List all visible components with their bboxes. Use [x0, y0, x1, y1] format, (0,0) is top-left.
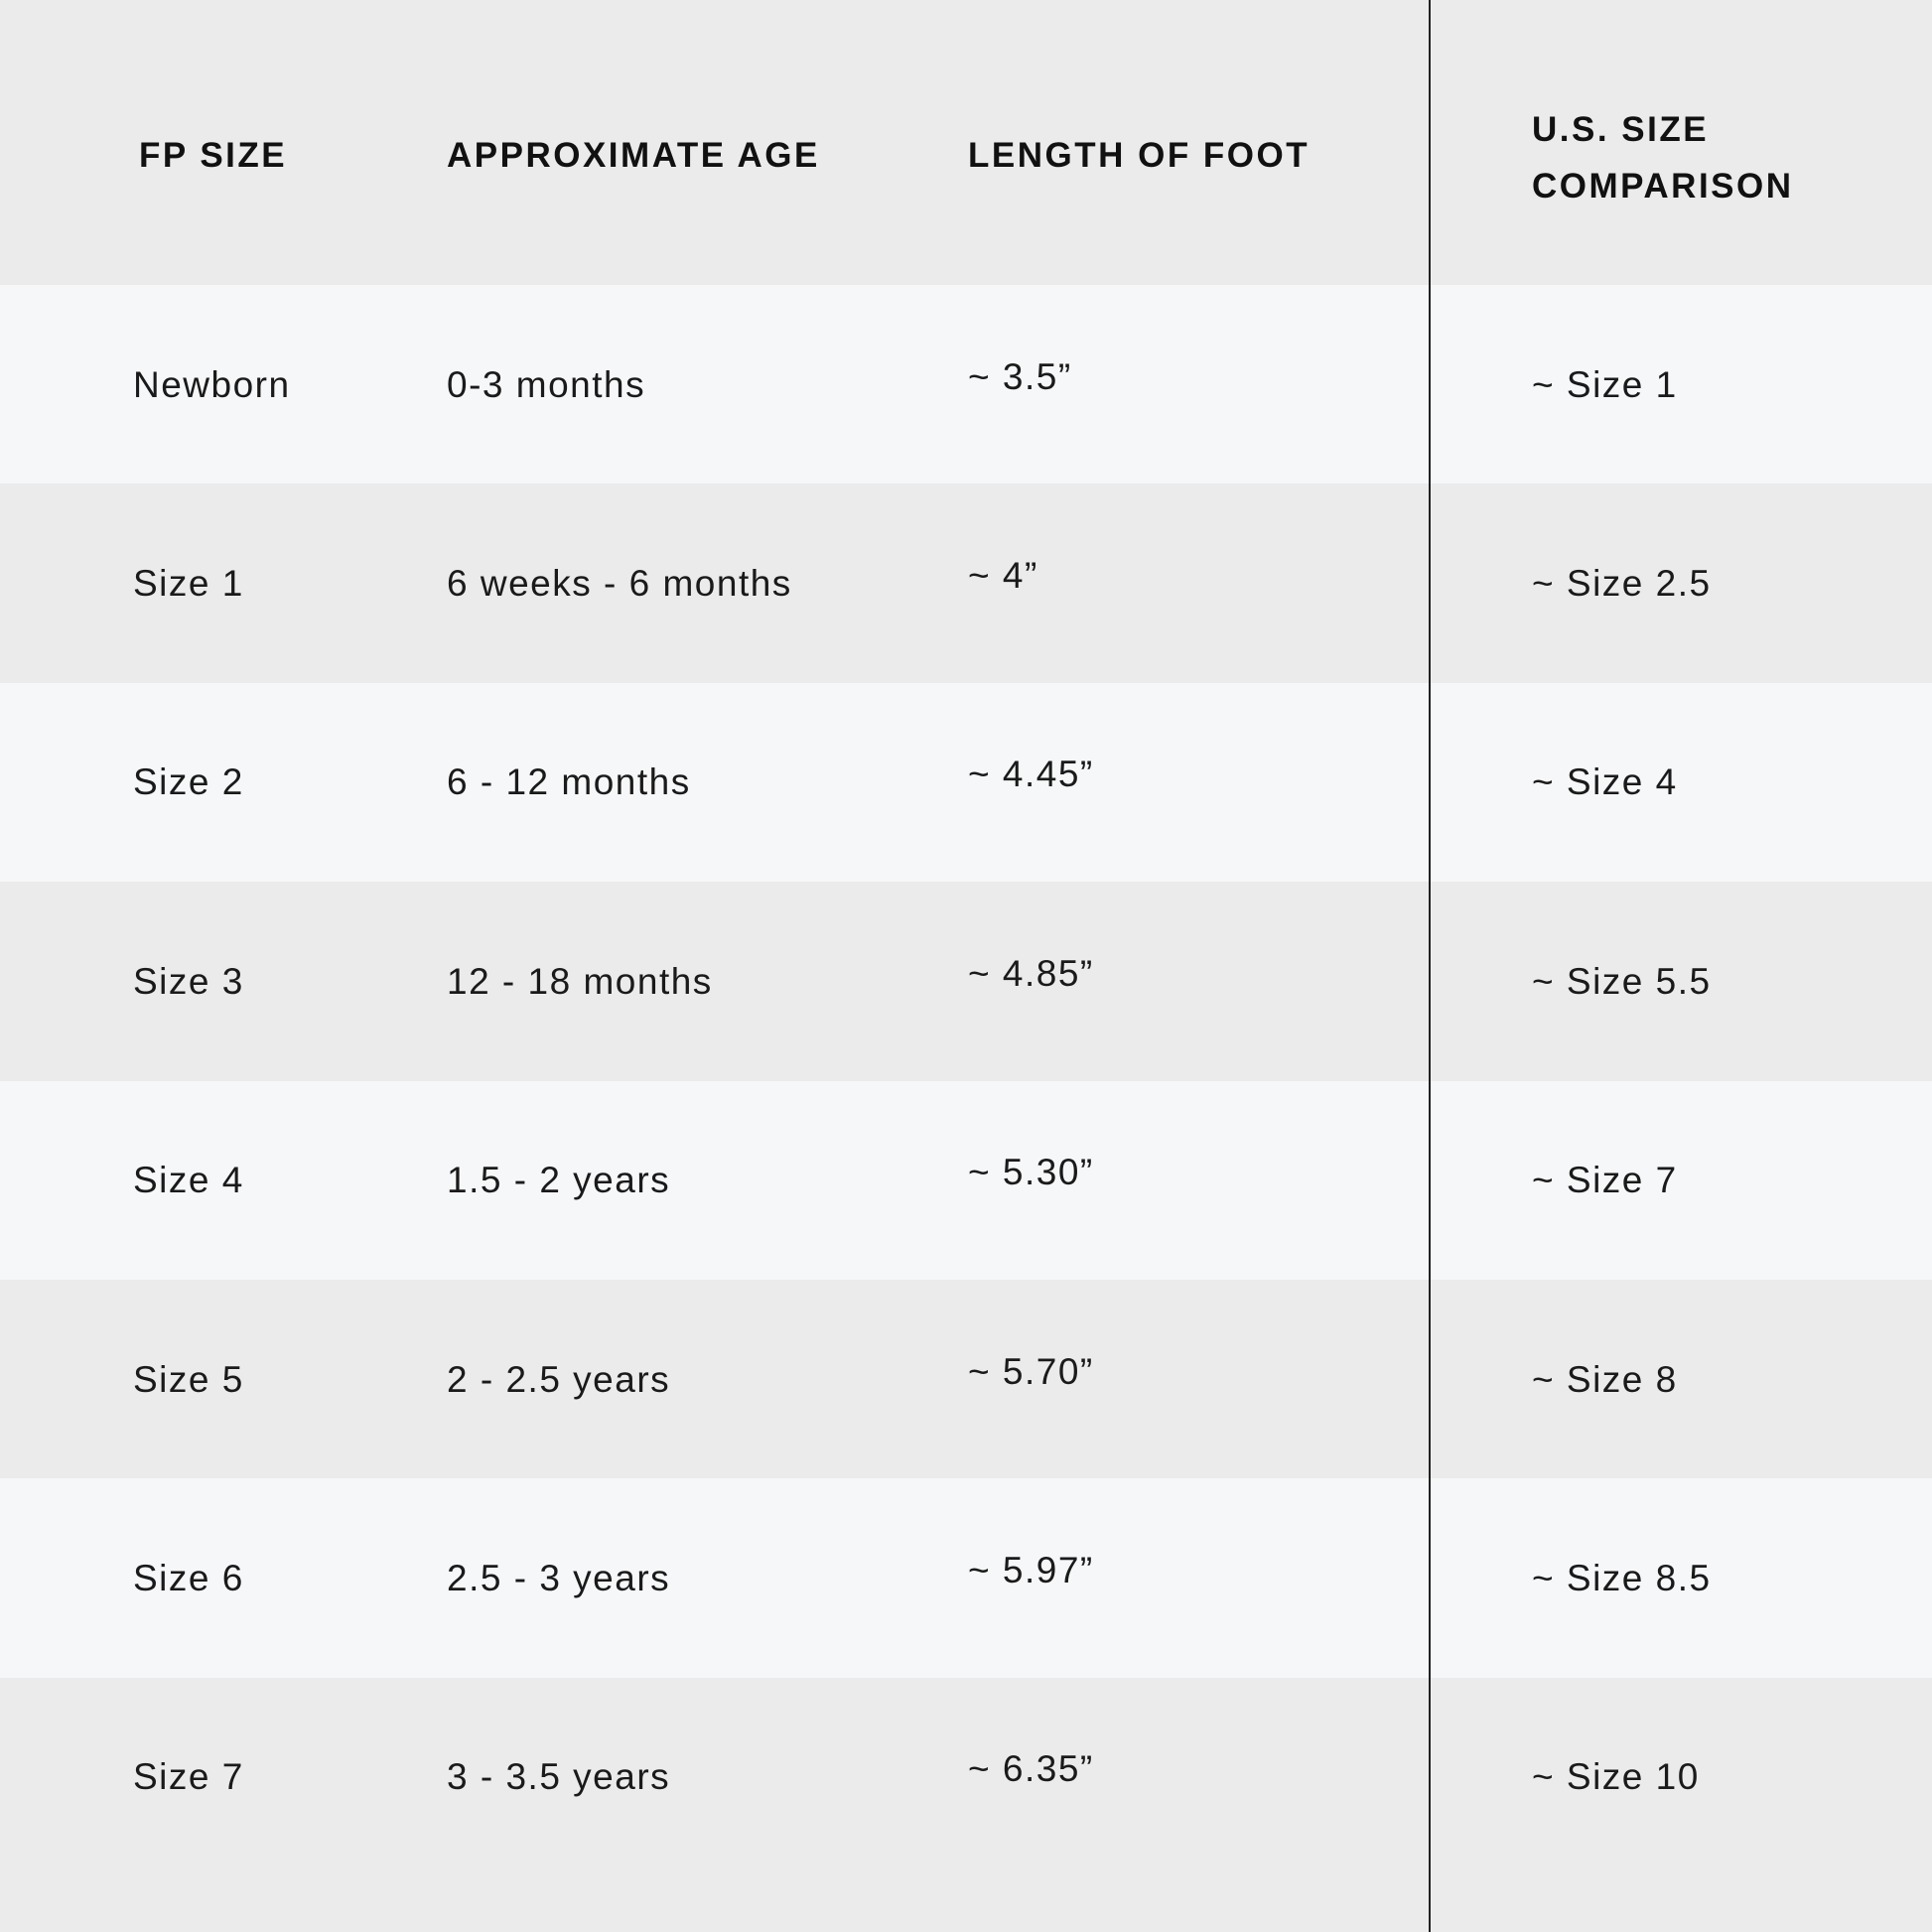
fp-size-cell: Size 4: [133, 1160, 244, 1201]
approximate-age-cell: 3 - 3.5 years: [447, 1756, 671, 1798]
fp-size-cell: Size 3: [133, 960, 244, 1002]
fp-size-cell: Newborn: [133, 363, 291, 405]
approximate-age-cell: 2.5 - 3 years: [447, 1557, 671, 1598]
header-us-size-line2: COMPARISON: [1532, 167, 1794, 206]
table-row: Size 6 2.5 - 3 years ~ 5.97” ~ Size 8.5: [0, 1478, 1932, 1679]
fp-size-cell: Size 1: [133, 562, 244, 604]
fp-size-cell: Size 6: [133, 1557, 244, 1598]
us-size-cell: ~ Size 2.5: [1532, 562, 1712, 604]
approximate-age-cell: 6 - 12 months: [447, 761, 691, 803]
foot-length-cell: ~ 4.45”: [968, 754, 1094, 795]
fp-size-cell: Size 5: [133, 1358, 244, 1400]
foot-length-cell: ~ 6.35”: [968, 1748, 1094, 1790]
foot-length-cell: ~ 5.97”: [968, 1549, 1094, 1590]
header-us-size-line1: U.S. SIZE: [1532, 110, 1710, 149]
fp-size-cell: Size 7: [133, 1756, 244, 1798]
foot-length-cell: ~ 4”: [968, 554, 1038, 596]
table-row: Size 5 2 - 2.5 years ~ 5.70” ~ Size 8: [0, 1280, 1932, 1479]
us-size-cell: ~ Size 5.5: [1532, 960, 1712, 1002]
header-approximate-age: APPROXIMATE AGE: [447, 136, 820, 175]
us-size-cell: ~ Size 1: [1532, 363, 1678, 405]
us-size-cell: ~ Size 4: [1532, 761, 1678, 803]
fp-size-cell: Size 2: [133, 761, 244, 803]
header-fp-size: FP SIZE: [139, 136, 288, 175]
foot-length-cell: ~ 3.5”: [968, 355, 1072, 397]
table-row: Newborn 0-3 months ~ 3.5” ~ Size 1: [0, 285, 1932, 484]
table-row: Size 7 3 - 3.5 years ~ 6.35” ~ Size 10: [0, 1677, 1932, 1932]
approximate-age-cell: 12 - 18 months: [447, 960, 713, 1002]
foot-length-cell: ~ 5.70”: [968, 1350, 1094, 1392]
table-row: Size 2 6 - 12 months ~ 4.45” ~ Size 4: [0, 682, 1932, 883]
us-size-cell: ~ Size 10: [1532, 1756, 1700, 1798]
us-size-cell: ~ Size 8.5: [1532, 1557, 1712, 1598]
approximate-age-cell: 6 weeks - 6 months: [447, 562, 792, 604]
column-divider: [1429, 0, 1431, 1932]
us-size-cell: ~ Size 7: [1532, 1160, 1678, 1201]
header-length-of-foot: LENGTH OF FOOT: [968, 136, 1311, 175]
us-size-cell: ~ Size 8: [1532, 1358, 1678, 1400]
foot-length-cell: ~ 5.30”: [968, 1152, 1094, 1193]
approximate-age-cell: 2 - 2.5 years: [447, 1358, 671, 1400]
foot-length-cell: ~ 4.85”: [968, 952, 1094, 994]
table-row: Size 3 12 - 18 months ~ 4.85” ~ Size 5.5: [0, 882, 1932, 1082]
table-row: Size 4 1.5 - 2 years ~ 5.30” ~ Size 7: [0, 1080, 1932, 1281]
approximate-age-cell: 1.5 - 2 years: [447, 1160, 671, 1201]
table-header: FP SIZE APPROXIMATE AGE LENGTH OF FOOT U…: [0, 0, 1932, 285]
approximate-age-cell: 0-3 months: [447, 363, 646, 405]
table-row: Size 1 6 weeks - 6 months ~ 4” ~ Size 2.5: [0, 483, 1932, 684]
